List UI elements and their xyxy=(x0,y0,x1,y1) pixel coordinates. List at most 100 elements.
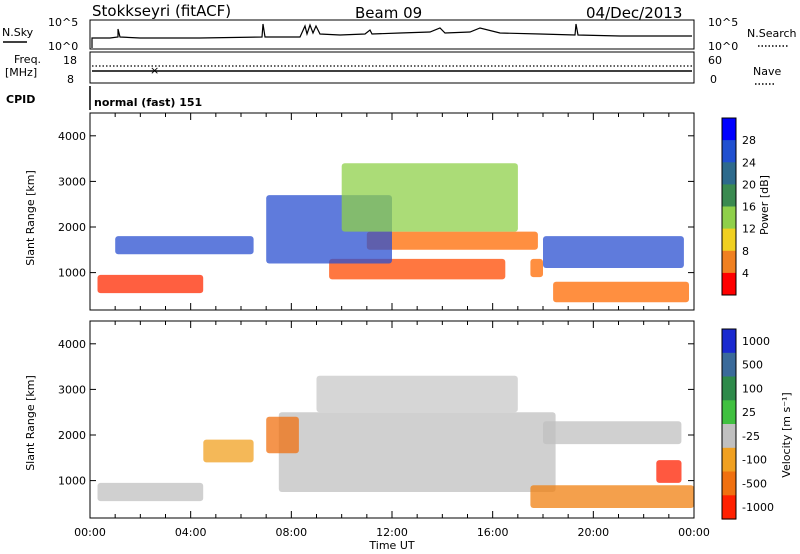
colorbar-tick-label: 20 xyxy=(742,178,756,191)
y-tick-label: 3000 xyxy=(58,175,86,188)
x-tick-label: 00:00 xyxy=(678,526,710,539)
freq-label: Freq. xyxy=(14,53,41,66)
nave-top: 60 xyxy=(708,54,722,67)
colorbar-tick-label: -1000 xyxy=(742,501,774,514)
colorbar-segment xyxy=(722,400,736,425)
power-panel-region-4 xyxy=(553,281,689,303)
nsky-frame xyxy=(89,19,695,50)
power-ylabel: Slant Range [km] xyxy=(24,170,37,266)
colorbar-segment xyxy=(722,206,736,230)
x-tick-label: 08:00 xyxy=(275,526,307,539)
nsky-bottom: 10^0 xyxy=(48,40,78,53)
x-tick-label: 20:00 xyxy=(577,526,609,539)
colorbar-segment xyxy=(722,352,736,378)
colorbar-segment xyxy=(722,250,736,274)
date-title: 04/Dec/2013 xyxy=(586,4,682,22)
velocity-panel-region-5 xyxy=(656,460,682,483)
velocity-panel-region-2 xyxy=(316,375,518,413)
velocity-panel-region-1 xyxy=(278,412,556,492)
velocity-xlabel: Time UT xyxy=(368,539,414,552)
freq-unit-label: [MHz] xyxy=(5,66,37,79)
nsearch-label: N.Search xyxy=(747,27,797,40)
colorbar-tick-label: 100 xyxy=(742,382,763,395)
velocity-colorbar: 1000 500 100 25 -25 -100 -500 -1000 xyxy=(721,328,774,520)
colorbar-tick-label: -100 xyxy=(742,454,767,467)
colorbar-tick-label: -500 xyxy=(742,477,767,490)
colorbar-tick-label: 1000 xyxy=(742,335,770,348)
colorbar-tick-label: -25 xyxy=(742,430,760,443)
power-panel-region-0 xyxy=(97,274,204,294)
velocity-panel: 1000 2000 3000 4000 00:00 04:00 08:00 12:00 16:… xyxy=(24,320,793,552)
velocity-x-ticks: 00:00 04:00 08:00 12:00 16:00 20:00 00:00 xyxy=(74,321,710,539)
colorbar-segment xyxy=(722,424,736,449)
nsearch-bottom: 10^0 xyxy=(708,40,738,53)
freq-top: 18 xyxy=(63,54,77,67)
power-panel-region-8 xyxy=(115,236,254,255)
colorbar-tick-label: 16 xyxy=(742,201,756,214)
freq-glitch-mark: × xyxy=(150,64,159,77)
nave-bottom: 0 xyxy=(710,73,717,86)
velocity-ylabel: Slant Range [km] xyxy=(24,375,37,471)
colorbar-tick-label: 25 xyxy=(742,406,756,419)
colorbar-segment xyxy=(722,118,736,141)
power-panel-region-1 xyxy=(329,258,506,280)
cpid-value: normal (fast) 151 xyxy=(94,96,202,109)
velocity-colorbar-label: Velocity [m s⁻¹] xyxy=(780,392,793,477)
y-tick-label: 1000 xyxy=(58,475,86,488)
y-tick-label: 4000 xyxy=(58,130,86,143)
y-tick-label: 2000 xyxy=(58,429,86,442)
power-panel-region-6 xyxy=(341,163,518,232)
velocity-panel-region-4 xyxy=(530,485,694,508)
y-tick-label: 3000 xyxy=(58,383,86,396)
velocity-panel-region-3 xyxy=(543,421,682,445)
colorbar-frame xyxy=(721,117,737,296)
velocity-panel-region-6 xyxy=(266,416,299,454)
station-title: Stokkseyri (fitACF) xyxy=(92,2,231,20)
nsearch-top: 10^5 xyxy=(708,16,738,29)
colorbar-segment xyxy=(722,184,736,207)
colorbar-tick-label: 4 xyxy=(742,267,749,280)
power-y-ticks: 1000 2000 3000 4000 xyxy=(58,130,694,280)
velocity-data-regions xyxy=(97,375,694,508)
colorbar-tick-label: 28 xyxy=(742,134,756,147)
x-tick-label: 00:00 xyxy=(74,526,106,539)
colorbar-segment xyxy=(722,162,736,185)
colorbar-frame xyxy=(721,328,737,520)
nsky-trace xyxy=(91,23,692,48)
nave-label: Nave xyxy=(753,65,781,78)
colorbar-segment xyxy=(722,447,736,473)
velocity-panel-region-7 xyxy=(203,439,254,463)
x-tick-label: 04:00 xyxy=(175,526,207,539)
colorbar-segment xyxy=(722,495,736,520)
nsky-top: 10^5 xyxy=(48,16,78,29)
colorbar-segment xyxy=(722,471,736,496)
colorbar-segment xyxy=(722,376,736,401)
freq-frame xyxy=(89,51,695,84)
power-x-ticks xyxy=(89,113,695,310)
power-panel-region-3 xyxy=(530,258,543,278)
colorbar-tick-label: 12 xyxy=(742,223,756,236)
power-data-regions xyxy=(97,163,689,303)
colorbar-tick-label: 8 xyxy=(742,245,749,258)
beam-title: Beam 09 xyxy=(355,4,422,22)
power-colorbar: 4 8 12 16 20 24 28 xyxy=(721,117,756,296)
y-tick-label: 4000 xyxy=(58,338,86,351)
velocity-panel-region-0 xyxy=(97,482,204,502)
velocity-y-ticks: 1000 2000 3000 4000 xyxy=(58,338,694,488)
y-tick-label: 1000 xyxy=(58,267,86,280)
power-colorbar-label: Power [dB] xyxy=(758,175,771,235)
colorbar-segment xyxy=(722,329,736,354)
cpid-label: CPID xyxy=(6,93,35,106)
power-panel-region-2 xyxy=(366,231,538,250)
power-panel: 1000 2000 3000 4000 Slant Range [km] 4 8 12 16… xyxy=(24,112,771,311)
x-tick-label: 16:00 xyxy=(477,526,509,539)
colorbar-segment xyxy=(722,272,736,296)
nsky-label: N.Sky xyxy=(2,26,34,39)
y-tick-label: 2000 xyxy=(58,221,86,234)
freq-panel: × Freq. [MHz] 18 8 60 0 Nave xyxy=(5,51,781,86)
colorbar-tick-label: 24 xyxy=(742,156,756,169)
nsky-panel: N.Sky 10^5 10^0 10^5 10^0 N.Search xyxy=(2,16,797,53)
colorbar-segment xyxy=(722,228,736,252)
freq-bottom: 8 xyxy=(67,73,74,86)
